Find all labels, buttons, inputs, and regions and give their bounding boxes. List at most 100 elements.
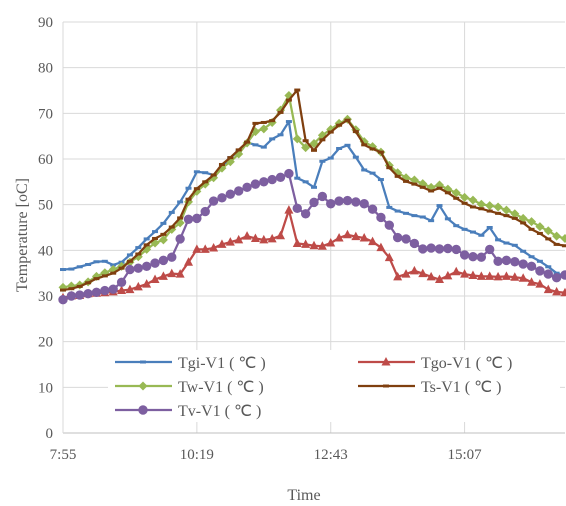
data-point	[167, 268, 177, 278]
data-point	[76, 284, 83, 288]
data-point	[536, 259, 543, 263]
data-point	[143, 237, 150, 241]
data-point	[469, 230, 476, 234]
series-4	[60, 88, 566, 292]
legend-swatch-marker	[383, 384, 389, 388]
data-point	[319, 159, 326, 163]
data-point	[301, 143, 311, 153]
x-tick-label: 10:19	[180, 447, 214, 463]
data-point	[562, 244, 566, 248]
legend-item: Tv-V1 ( ℃ )	[115, 403, 261, 420]
data-point	[403, 211, 410, 215]
legend-label: Tv-V1 ( ℃ )	[178, 403, 261, 420]
data-point	[152, 236, 159, 240]
data-point	[158, 235, 168, 245]
data-point	[234, 234, 244, 244]
data-point	[91, 287, 102, 298]
data-point	[461, 227, 468, 231]
data-point	[560, 270, 566, 280]
data-point	[68, 287, 75, 291]
data-point	[453, 196, 460, 200]
data-point	[292, 203, 302, 214]
data-point	[444, 217, 451, 221]
x-tick-label: 15:07	[448, 447, 483, 463]
data-point	[419, 215, 426, 219]
data-point	[250, 233, 260, 242]
data-point	[269, 137, 276, 141]
data-point	[300, 209, 311, 219]
data-point	[485, 244, 495, 255]
x-axis-title: Time	[287, 487, 320, 504]
data-point	[83, 289, 93, 299]
data-point	[460, 269, 470, 278]
data-point	[501, 255, 512, 266]
data-point	[444, 191, 451, 195]
data-point	[527, 277, 537, 286]
data-point	[192, 213, 202, 224]
data-point	[510, 257, 520, 267]
data-point	[527, 217, 537, 227]
data-point	[209, 243, 219, 252]
data-point	[259, 234, 269, 244]
data-point	[469, 205, 476, 209]
data-point	[403, 179, 410, 183]
data-point	[150, 258, 160, 268]
data-point	[60, 268, 66, 272]
series-3	[58, 91, 566, 292]
legend-swatch-marker	[138, 381, 148, 391]
data-point	[478, 233, 485, 237]
data-point	[503, 214, 510, 218]
data-point	[319, 138, 326, 142]
data-point	[552, 231, 562, 241]
data-point	[285, 98, 292, 102]
data-point	[301, 239, 311, 248]
y-tick-label: 40	[38, 243, 53, 259]
data-point	[158, 255, 169, 266]
data-point	[192, 244, 202, 253]
y-tick-label: 50	[38, 198, 53, 214]
data-point	[311, 185, 317, 189]
data-point	[185, 186, 192, 190]
data-point	[377, 150, 384, 154]
data-point	[342, 229, 352, 239]
data-point	[468, 252, 478, 262]
data-point	[394, 174, 401, 178]
data-point	[344, 118, 351, 122]
legend-background	[108, 350, 560, 422]
data-point	[277, 110, 284, 114]
y-tick-label: 0	[46, 426, 54, 442]
data-point	[125, 284, 135, 294]
legend: Tgi-V1 ( ℃ ) Tgo-V1 ( ℃ ) Tw-V1 ( ℃ ) Ts-V1…	[108, 350, 560, 422]
legend-item: Ts-V1 ( ℃ )	[358, 379, 501, 396]
data-point	[242, 182, 252, 193]
data-point	[327, 156, 334, 160]
data-point	[225, 189, 236, 199]
data-point	[434, 244, 445, 254]
data-point	[384, 220, 394, 230]
data-point	[501, 271, 511, 280]
data-point	[200, 206, 210, 217]
data-point	[401, 269, 411, 278]
data-point	[351, 197, 361, 207]
data-point	[225, 237, 235, 246]
data-point	[351, 231, 361, 241]
data-point	[344, 143, 351, 147]
y-tick-label: 30	[38, 289, 53, 305]
data-point	[435, 274, 444, 284]
data-point	[460, 192, 470, 202]
data-point	[276, 230, 286, 240]
data-point	[401, 234, 411, 244]
data-point	[511, 216, 518, 220]
data-point	[317, 241, 327, 250]
series-5	[58, 168, 566, 305]
legend-label: Tw-V1 ( ℃ )	[178, 379, 264, 396]
data-point	[478, 207, 485, 211]
data-point	[110, 263, 117, 267]
data-point	[142, 279, 152, 288]
data-point	[117, 285, 127, 295]
data-point	[118, 266, 125, 270]
data-point	[518, 273, 528, 282]
data-point	[443, 243, 453, 254]
data-point	[493, 202, 503, 212]
data-point	[311, 148, 317, 152]
